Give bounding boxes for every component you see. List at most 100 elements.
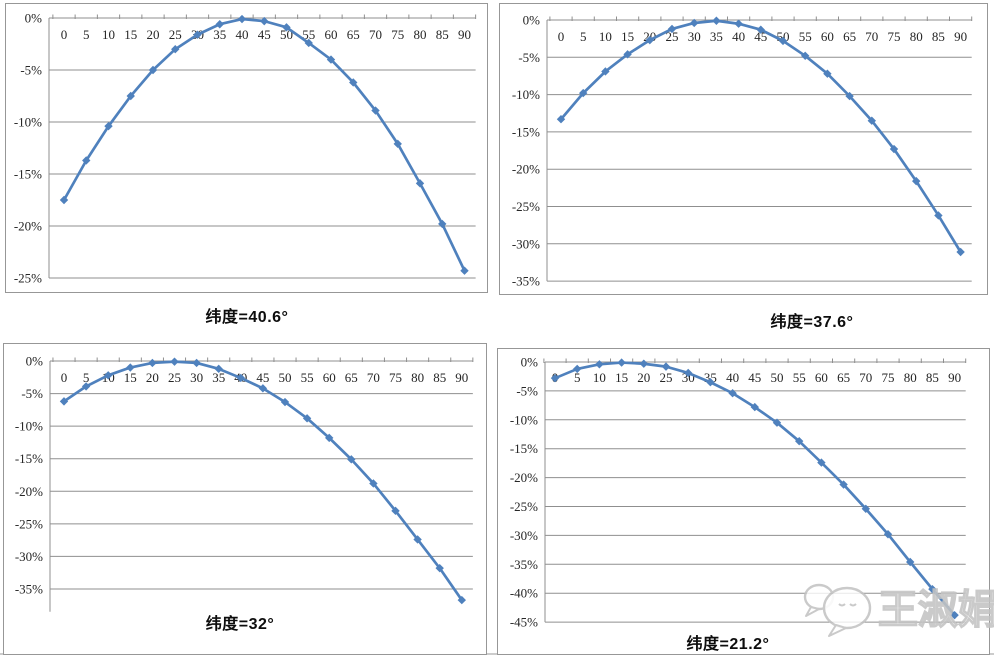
svg-text:65: 65 [345,370,358,385]
svg-text:-10%: -10% [15,419,43,434]
svg-text:75: 75 [888,29,901,44]
plot-latitude-21-2: 0510152025303540455055606570758085900%-5… [510,355,967,630]
svg-text:-15%: -15% [512,124,540,139]
data-line [62,17,466,273]
data-markers [550,358,959,620]
svg-text:75: 75 [882,370,895,385]
svg-text:40: 40 [732,29,745,44]
svg-text:-35%: -35% [512,274,540,289]
svg-text:-5%: -5% [21,386,43,401]
svg-text:0%: 0% [25,11,43,26]
x-axis-ticks [52,357,474,362]
data-markers [59,357,466,605]
svg-text:-15%: -15% [14,167,42,182]
svg-text:90: 90 [458,27,471,42]
svg-text:80: 80 [910,29,923,44]
y-axis-labels: 0% -5% -10% -15% -20% -25% -30% -35% -40% -45% [510,355,538,630]
svg-text:30: 30 [688,29,701,44]
svg-text:25: 25 [169,27,182,42]
svg-text:0%: 0% [26,354,44,369]
svg-text:55: 55 [799,29,812,44]
chart-latitude-40-6: 0510152025303540455055606570758085900%-5… [5,3,488,293]
svg-text:-20%: -20% [15,484,43,499]
svg-text:60: 60 [323,370,336,385]
svg-text:65: 65 [837,370,850,385]
svg-text:-25%: -25% [510,499,538,514]
x-axis-ticks [52,14,477,19]
svg-text:60: 60 [815,370,828,385]
svg-text:-15%: -15% [15,451,43,466]
svg-text:25: 25 [660,370,673,385]
svg-text:-35%: -35% [510,557,538,572]
svg-text:40: 40 [726,370,739,385]
svg-text:5: 5 [83,27,90,42]
svg-text:35: 35 [213,27,226,42]
svg-text:15: 15 [124,370,137,385]
svg-text:5: 5 [83,370,90,385]
svg-text:-10%: -10% [512,87,540,102]
svg-text:25: 25 [168,370,181,385]
chart-title-latitude-40-6: 纬度=40.6° [205,309,289,326]
x-axis-labels: 051015202530354045505560657075808590 [552,370,961,385]
svg-text:60: 60 [821,29,834,44]
data-line [62,360,464,602]
svg-text:45: 45 [256,370,269,385]
svg-text:45: 45 [748,370,761,385]
svg-text:5: 5 [574,370,581,385]
svg-text:0%: 0% [523,13,541,28]
svg-text:20: 20 [637,370,650,385]
svg-text:-5%: -5% [518,50,540,65]
svg-text:90: 90 [954,29,967,44]
plot-latitude-32: 0510152025303540455055606570758085900%-5… [15,354,474,612]
svg-text:15: 15 [124,27,137,42]
svg-text:65: 65 [347,27,360,42]
y-axis-labels: 0% -5% -10% -15% -20% -25% [14,11,42,286]
svg-text:15: 15 [615,370,628,385]
svg-text:-5%: -5% [516,383,538,398]
svg-text:-25%: -25% [14,271,42,286]
svg-text:90: 90 [455,370,468,385]
x-axis-ticks [543,358,967,363]
gridlines [49,17,476,279]
svg-text:80: 80 [414,27,427,42]
svg-text:55: 55 [793,370,806,385]
svg-text:85: 85 [436,27,449,42]
svg-text:20: 20 [147,27,160,42]
x-axis-ticks [549,16,973,21]
svg-text:20: 20 [146,370,159,385]
svg-text:10: 10 [102,27,115,42]
svg-text:55: 55 [301,370,314,385]
svg-text:50: 50 [771,370,784,385]
svg-text:85: 85 [926,370,939,385]
svg-text:-40%: -40% [510,586,538,601]
svg-text:-15%: -15% [510,441,538,456]
svg-text:45: 45 [258,27,271,42]
chart-latitude-32: 0510152025303540455055606570758085900%-5… [3,343,487,655]
svg-text:10: 10 [593,370,606,385]
svg-text:60: 60 [325,27,338,42]
svg-text:0: 0 [61,370,68,385]
chart-title-latitude-21-2: 纬度=21.2° [686,636,770,653]
svg-text:70: 70 [859,370,872,385]
svg-text:30: 30 [190,370,203,385]
gridlines [50,360,473,590]
svg-text:70: 70 [369,27,382,42]
svg-text:-20%: -20% [14,219,42,234]
svg-text:-30%: -30% [510,528,538,543]
chart-title-latitude-32: 纬度=32° [205,616,275,633]
chart-latitude-37-6: 0510152025303540455055606570758085900%-5… [499,3,988,295]
svg-text:-30%: -30% [512,236,540,251]
svg-text:40: 40 [236,27,249,42]
svg-text:5: 5 [580,29,587,44]
svg-text:65: 65 [843,29,856,44]
svg-text:55: 55 [302,27,315,42]
svg-text:-10%: -10% [14,115,42,130]
svg-text:90: 90 [948,370,961,385]
y-axis-labels: 0% -5% -10% -15% -20% -25% -30% -35% [512,13,540,289]
svg-text:75: 75 [391,27,404,42]
data-line [559,19,962,254]
svg-text:-5%: -5% [20,63,42,78]
svg-text:0: 0 [558,29,565,44]
svg-text:-20%: -20% [510,470,538,485]
